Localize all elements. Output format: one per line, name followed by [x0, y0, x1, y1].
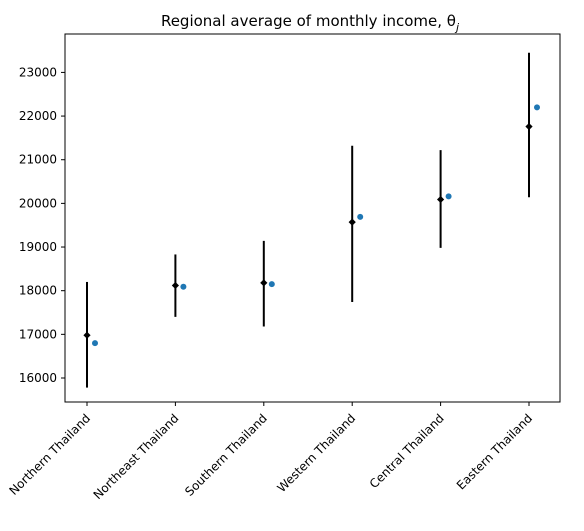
y-tick-label: 19000	[19, 240, 57, 254]
y-tick-label: 20000	[19, 196, 57, 210]
plot-frame	[64, 33, 561, 403]
observed-point	[268, 281, 275, 288]
chart-title: Regional average of monthly income, θj	[161, 12, 460, 34]
observed-point	[534, 104, 540, 111]
observed-point	[92, 340, 98, 347]
observed-point	[445, 193, 452, 200]
y-tick-label: 22000	[19, 109, 57, 123]
y-tick-label: 18000	[19, 284, 57, 298]
y-tick-label: 17000	[19, 327, 57, 341]
observed-point	[180, 283, 187, 290]
chart-title-text: Regional average of monthly income, θ	[161, 12, 456, 30]
estimate-marker	[260, 279, 268, 287]
y-tick-label: 23000	[19, 65, 57, 79]
estimate-marker	[437, 195, 445, 204]
chart-title-subscript: j	[454, 21, 460, 34]
y-tick-label: 16000	[19, 371, 57, 385]
estimate-marker	[83, 331, 91, 339]
observed-point	[357, 213, 364, 220]
estimate-marker	[525, 122, 533, 131]
estimate-marker	[171, 281, 179, 290]
y-tick-label: 21000	[19, 153, 57, 167]
estimate-marker	[348, 218, 356, 226]
